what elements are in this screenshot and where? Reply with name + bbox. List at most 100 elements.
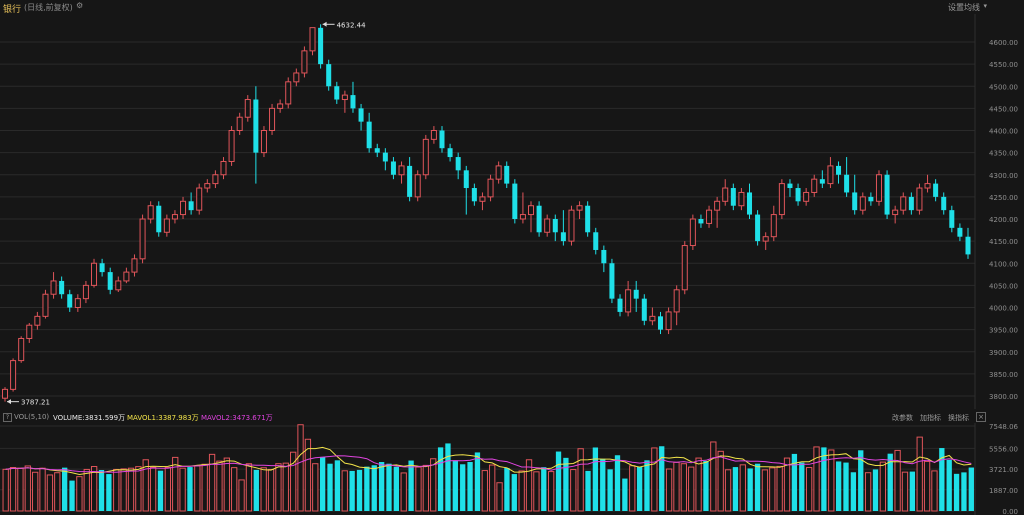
volume-bar bbox=[791, 453, 798, 511]
close-icon[interactable]: × bbox=[976, 412, 986, 422]
candle-body bbox=[123, 271, 130, 282]
volume-bar bbox=[541, 467, 547, 511]
candle bbox=[341, 90, 348, 113]
volume-bar bbox=[828, 449, 835, 512]
candle-body bbox=[358, 108, 364, 122]
candle-body bbox=[34, 315, 41, 326]
candle-body bbox=[180, 200, 187, 216]
candle-body bbox=[455, 157, 461, 171]
candle bbox=[859, 192, 866, 215]
candle-body bbox=[762, 236, 769, 242]
candle bbox=[479, 192, 486, 211]
gear-icon[interactable]: ⚙ bbox=[76, 1, 84, 10]
candle-body bbox=[204, 183, 211, 189]
candle-body bbox=[552, 219, 558, 233]
annotation-arrow bbox=[322, 21, 327, 27]
candle bbox=[471, 183, 477, 206]
candle bbox=[50, 272, 57, 299]
volume-chart[interactable]: 7548.06 5556.00 3721.00 1887.00 0.00 bbox=[0, 423, 1024, 515]
candle bbox=[941, 192, 947, 215]
candle-body bbox=[722, 187, 729, 202]
volume-bar bbox=[408, 460, 414, 511]
volume-bar bbox=[961, 472, 967, 511]
candle bbox=[770, 205, 777, 242]
volume-bar bbox=[319, 456, 326, 511]
candle-body bbox=[91, 262, 98, 286]
candle bbox=[625, 280, 632, 317]
candle-body bbox=[107, 272, 113, 290]
volume-bar bbox=[717, 450, 724, 512]
candle-body bbox=[941, 196, 947, 211]
candle bbox=[382, 148, 388, 171]
switch-indicator-button[interactable]: 换指标 bbox=[948, 414, 969, 422]
volume-bar bbox=[39, 467, 46, 512]
candle bbox=[714, 196, 721, 228]
candle-body bbox=[633, 289, 639, 299]
volume-bar bbox=[695, 457, 702, 512]
candle-body bbox=[341, 94, 348, 101]
candle bbox=[422, 134, 429, 180]
candle-body bbox=[519, 214, 526, 220]
volume-bar bbox=[703, 461, 709, 511]
volume-bar bbox=[864, 472, 872, 512]
volume-bar bbox=[474, 452, 481, 511]
volume-bar bbox=[563, 457, 569, 511]
candle-body bbox=[188, 201, 194, 211]
volume-bar bbox=[275, 463, 282, 512]
candle-body bbox=[334, 86, 340, 100]
y-tick-label: 4450.00 bbox=[989, 105, 1018, 113]
volume-bar bbox=[62, 467, 68, 511]
volume-bar bbox=[968, 467, 974, 511]
y-tick-label: 3900.00 bbox=[989, 349, 1018, 357]
candlestick-chart[interactable]: 4600.00 4550.00 4500.00 4450.00 4400.00 4350.… bbox=[0, 14, 1024, 409]
candle bbox=[593, 227, 599, 255]
volume-bar bbox=[9, 467, 17, 512]
change-params-button[interactable]: 改参数 bbox=[892, 414, 913, 422]
candle-body bbox=[957, 227, 963, 237]
candle bbox=[1, 387, 9, 402]
candle bbox=[706, 205, 713, 228]
candle bbox=[196, 183, 203, 215]
candle bbox=[762, 232, 769, 250]
candle bbox=[552, 214, 558, 242]
candle-body bbox=[414, 174, 421, 198]
volume-bar bbox=[872, 469, 879, 511]
candle bbox=[430, 126, 437, 144]
candle-body bbox=[617, 298, 623, 312]
volume-bar bbox=[577, 448, 584, 512]
add-indicator-button[interactable]: 加指标 bbox=[920, 414, 941, 422]
volume-bar bbox=[504, 467, 510, 511]
candle bbox=[698, 214, 704, 228]
candle-body bbox=[681, 245, 688, 291]
volume-bar bbox=[120, 468, 127, 512]
volume-bar bbox=[378, 462, 385, 511]
volume-bar bbox=[533, 471, 540, 512]
volume-bar bbox=[452, 460, 458, 511]
chevron-down-icon[interactable]: ▾ bbox=[983, 2, 987, 10]
candle-body bbox=[601, 249, 607, 264]
candle bbox=[180, 196, 187, 219]
y-tick-label: 4200.00 bbox=[989, 216, 1018, 224]
candle-body bbox=[326, 64, 332, 87]
volume-bar bbox=[208, 453, 216, 512]
candle bbox=[844, 157, 850, 197]
volume-bar bbox=[805, 467, 813, 512]
y-tick-label: 4250.00 bbox=[989, 194, 1018, 202]
candle bbox=[900, 192, 907, 215]
candle-body bbox=[495, 165, 502, 180]
candle bbox=[26, 322, 33, 343]
volume-bar bbox=[901, 471, 909, 512]
volume-bar bbox=[223, 457, 230, 512]
candle-body bbox=[382, 152, 388, 162]
candle-body bbox=[26, 324, 33, 339]
candle bbox=[414, 170, 421, 202]
candle bbox=[366, 112, 372, 153]
candle-body bbox=[479, 196, 486, 202]
ma-settings-button[interactable]: 设置均线 bbox=[948, 3, 980, 12]
candle-body bbox=[641, 298, 647, 321]
mavol2-value: MAVOL2:3473.671万 bbox=[201, 414, 273, 422]
candle-body bbox=[390, 161, 396, 175]
candle bbox=[949, 205, 955, 233]
volume-bar bbox=[518, 470, 525, 512]
collapse-icon[interactable]: ? bbox=[3, 413, 12, 422]
